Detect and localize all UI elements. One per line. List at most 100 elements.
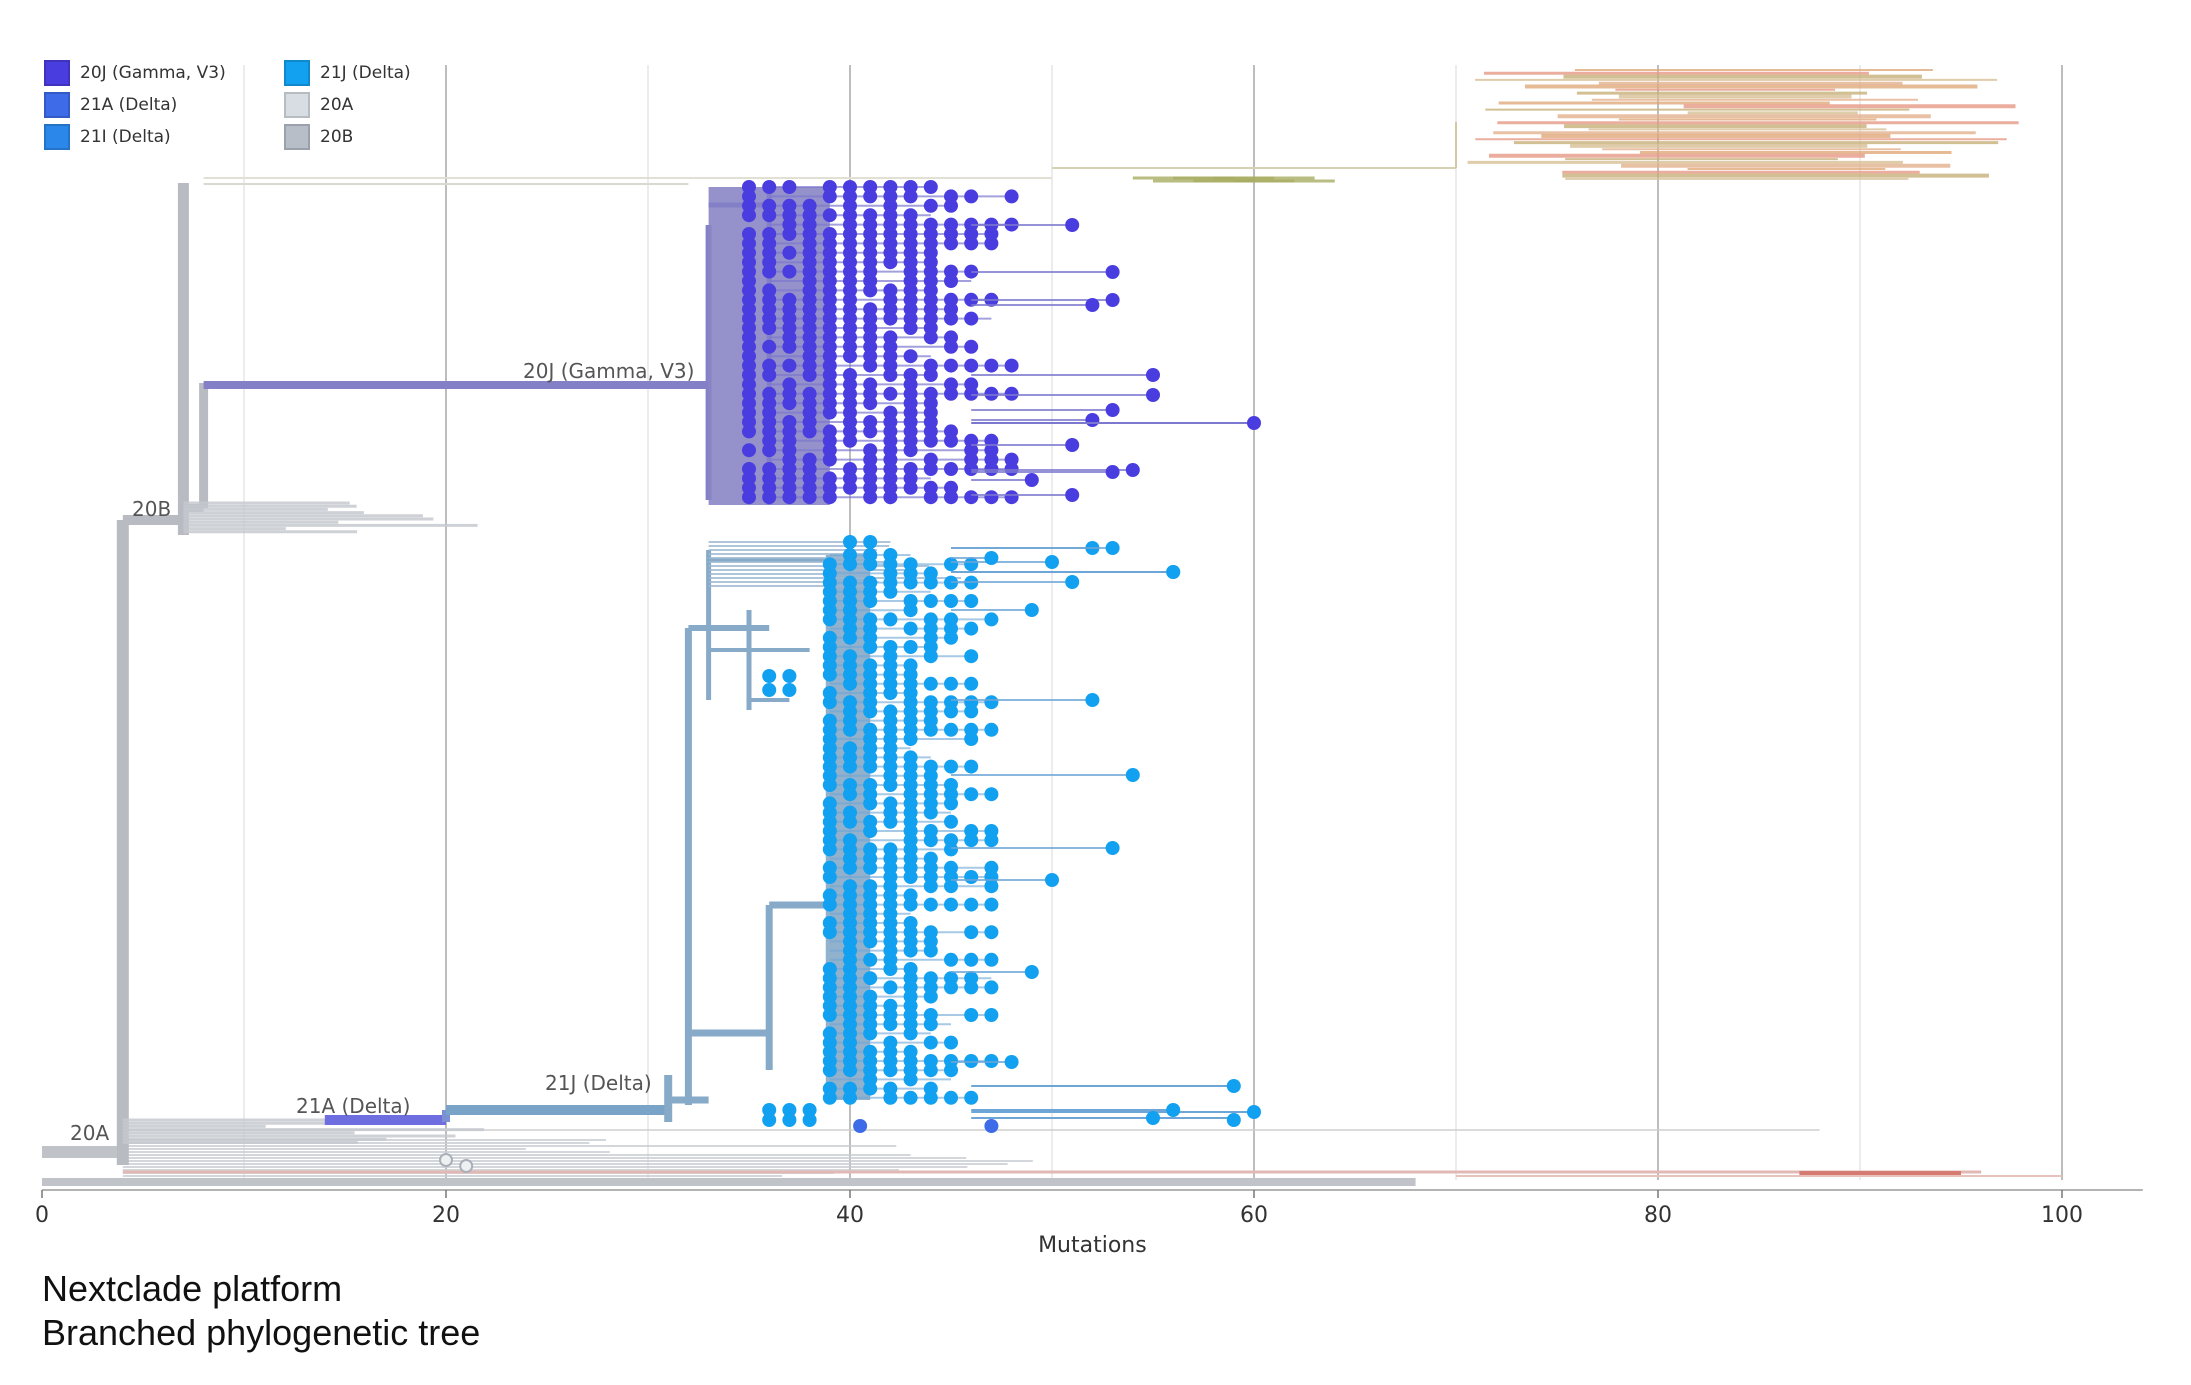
tip-21j [1166, 1103, 1181, 1117]
tip-21j [863, 557, 878, 572]
tip-21j [944, 814, 958, 829]
tip-21j [964, 621, 979, 636]
tip-21j [923, 833, 938, 848]
tip-20j [863, 283, 878, 298]
tip-20j [863, 396, 878, 411]
legend-label: 20J (Gamma, V3) [80, 63, 226, 83]
tip-20j [782, 490, 797, 505]
legend-label: 20B [320, 127, 354, 147]
tip-21j [843, 787, 857, 802]
tip-21j [843, 630, 857, 645]
tip-21j [903, 897, 918, 912]
tip-21j [1004, 1055, 1019, 1069]
tip-20j [923, 433, 938, 448]
tip-21j [883, 612, 898, 627]
tip-21j [802, 1103, 817, 1117]
tip-21j [984, 612, 999, 627]
tip-20j [802, 424, 817, 439]
tip-21j [822, 1008, 837, 1022]
tip-20j [1065, 438, 1080, 452]
tip-20j [883, 311, 898, 326]
tip-21j [944, 952, 958, 967]
tip-21j [863, 824, 878, 838]
tip-20j [944, 490, 958, 505]
tip-20j [762, 321, 777, 335]
legend-item[interactable]: 20J (Gamma, V3) [44, 60, 284, 86]
tip-20j [782, 227, 797, 241]
tip-20j [923, 180, 938, 194]
tip-21j [903, 640, 918, 654]
tip-21j [944, 842, 958, 857]
tip-21j [984, 897, 999, 912]
tip-20j [782, 264, 797, 279]
legend-item[interactable]: 21J (Delta) [284, 60, 484, 86]
legend-item[interactable]: 21I (Delta) [44, 124, 284, 150]
tip-21j [923, 879, 938, 894]
tip-20j [1065, 218, 1080, 232]
tip-20j [863, 490, 878, 505]
legend-swatch [44, 124, 70, 150]
tip-21j [944, 722, 958, 737]
tip-21j [782, 683, 797, 697]
legend-item[interactable]: 20A [284, 92, 484, 118]
tip-21j-outlier [1247, 1105, 1261, 1119]
tip-20j [1024, 473, 1039, 487]
tip-21j [984, 952, 999, 967]
tip-21j [843, 860, 857, 875]
tip-20j [1146, 388, 1160, 402]
tip-21j [923, 722, 938, 737]
tip-21j [923, 1063, 938, 1078]
tip-20j [923, 462, 938, 476]
tip-21j [822, 925, 837, 940]
tip-21j [883, 778, 898, 792]
tip-21j [964, 649, 979, 664]
background-branches [42, 69, 2062, 1186]
tip-21j [923, 676, 938, 691]
tip-21j [923, 649, 938, 664]
tip-21j [944, 879, 958, 894]
legend-swatch [44, 92, 70, 118]
legend-item[interactable]: 21A (Delta) [44, 92, 284, 118]
tip-21j [964, 594, 979, 608]
tip-20j [802, 368, 817, 382]
tip-20j [923, 198, 938, 213]
tip-20j [944, 236, 958, 251]
tip-21j [923, 943, 938, 958]
tip-20j [782, 245, 797, 260]
tip-21j [1125, 768, 1140, 782]
tip-21j [883, 1063, 898, 1078]
tip-21j [964, 787, 979, 802]
tip-20j [742, 490, 756, 505]
tip-21j [923, 1035, 938, 1050]
tip-21j [1105, 841, 1120, 855]
tip-21j [964, 759, 979, 774]
tip-20j [1146, 368, 1160, 382]
tip-21j [822, 778, 837, 792]
legend: 20J (Gamma, V3) 21J (Delta) 21A (Delta) … [44, 60, 484, 150]
tip-20j [944, 339, 958, 354]
x-tick-label: 20 [432, 1203, 460, 1228]
tip-21j [863, 952, 878, 967]
legend-item[interactable]: 20B [284, 124, 484, 150]
tip-20j [883, 255, 898, 270]
tip-21j [903, 621, 918, 636]
tip-20j [883, 386, 898, 401]
tip-21j [903, 603, 918, 618]
tip-21j [964, 1008, 979, 1022]
tip-21j [984, 833, 999, 848]
tip-20j [822, 452, 837, 467]
tip-21j [843, 722, 857, 737]
tip-21j [903, 943, 918, 958]
tip-20j [984, 386, 999, 401]
tip-21j-outlier [1226, 1079, 1241, 1093]
tip-21j [944, 704, 958, 719]
tip-20j [964, 490, 979, 505]
tip-21j [762, 683, 777, 697]
tip-21j [843, 814, 857, 829]
tip-21j [964, 732, 979, 746]
tip-20j [782, 339, 797, 354]
tip-21j [923, 805, 938, 820]
tip-21j [762, 1103, 777, 1117]
tip-20j [822, 208, 837, 223]
